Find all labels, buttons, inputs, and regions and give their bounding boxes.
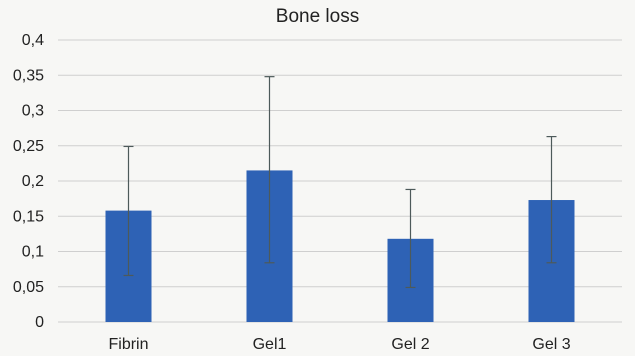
- chart-title: Bone loss: [275, 6, 360, 27]
- y-tick-label: 0,05: [13, 279, 44, 296]
- y-tick-label: 0,2: [22, 173, 44, 190]
- y-tick-label: 0: [35, 314, 44, 331]
- y-tick-label: 0,15: [13, 208, 44, 225]
- x-tick-label: Gel1: [253, 336, 287, 353]
- x-tick-label: Gel 3: [532, 336, 570, 353]
- y-tick-label: 0,1: [22, 244, 44, 261]
- y-tick-label: 0,3: [22, 103, 44, 120]
- x-tick-label: Fibrin: [108, 336, 148, 353]
- x-tick-label: Gel 2: [391, 336, 429, 353]
- y-tick-label: 0,25: [13, 138, 44, 155]
- y-tick-label: 0,35: [13, 67, 44, 84]
- y-tick-label: 0,4: [22, 32, 44, 49]
